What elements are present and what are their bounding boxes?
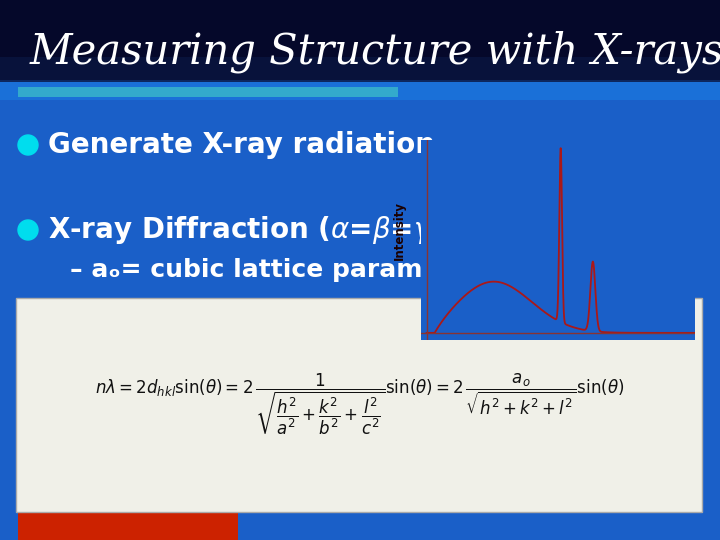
Text: Intensity: Intensity — [393, 201, 406, 260]
Text: X-ray Diffraction ($\alpha$=$\beta$=$\gamma$=90): X-ray Diffraction ($\alpha$=$\beta$=$\ga… — [48, 214, 504, 246]
Text: – aₒ= cubic lattice parameter: – aₒ= cubic lattice parameter — [70, 258, 481, 282]
Bar — [18, 508, 238, 540]
Bar — [18, 87, 398, 97]
Circle shape — [18, 220, 38, 240]
Text: Generate X-ray radiation: Generate X-ray radiation — [48, 131, 435, 159]
Bar — [0, 57, 720, 82]
Circle shape — [18, 135, 38, 155]
Text: Measuring Structure with X-rays: Measuring Structure with X-rays — [30, 31, 720, 73]
Bar — [0, 0, 720, 80]
Text: wave length: wave length — [602, 267, 678, 277]
FancyBboxPatch shape — [16, 298, 702, 512]
Bar — [0, 0, 720, 100]
Text: $n\lambda = 2d_{hkl}\sin(\theta) = 2\,\dfrac{1}{\sqrt{\dfrac{h^2}{a^2}+\dfrac{k^: $n\lambda = 2d_{hkl}\sin(\theta) = 2\,\d… — [95, 372, 625, 438]
